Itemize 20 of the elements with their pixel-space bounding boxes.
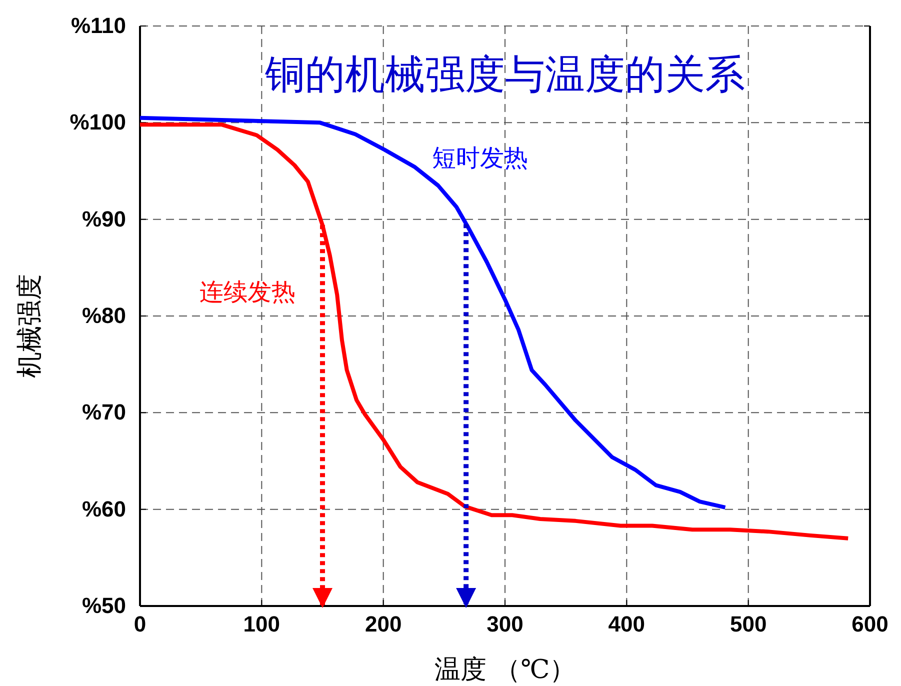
y-tick-label: %60 xyxy=(82,496,126,522)
x-tick-label: 400 xyxy=(608,612,646,637)
series-label: 连续发热 xyxy=(200,278,296,306)
y-tick-label: %110 xyxy=(70,13,126,38)
y-tick-label: %80 xyxy=(82,303,126,328)
x-tick-label: 500 xyxy=(730,612,767,637)
y-tick-label: %90 xyxy=(82,206,126,232)
x-tick-label: 100 xyxy=(243,612,280,637)
y-tick-label: %50 xyxy=(82,593,126,618)
y-axis-title: 机械强度 xyxy=(15,274,45,378)
x-tick-label: 200 xyxy=(364,612,402,637)
y-tick-label: %100 xyxy=(70,110,126,135)
line-series xyxy=(138,116,728,510)
x-tick-label: 0 xyxy=(134,612,146,637)
series-label: 短时发热 xyxy=(432,144,528,172)
x-axis-title: 温度 （℃） xyxy=(434,655,576,685)
text: 铜的机械强度与温度的关系 xyxy=(264,52,745,98)
x-tick-label: 300 xyxy=(486,612,524,637)
y-tick-label: %70 xyxy=(82,400,126,425)
x-tick-label: 600 xyxy=(852,612,888,637)
